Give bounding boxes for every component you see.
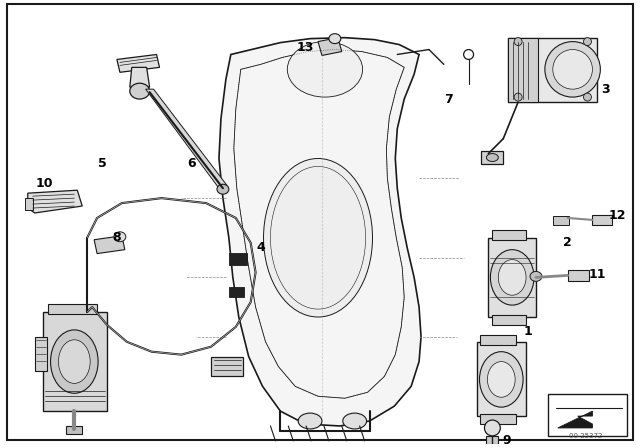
Ellipse shape — [264, 159, 372, 317]
Ellipse shape — [217, 184, 229, 194]
Text: 00 25372: 00 25372 — [569, 433, 602, 439]
Bar — [35, 337, 47, 371]
Bar — [47, 304, 97, 314]
Bar — [67, 426, 83, 434]
Bar — [211, 357, 243, 376]
Bar — [568, 271, 589, 281]
Ellipse shape — [479, 352, 523, 407]
Text: 2: 2 — [563, 236, 572, 249]
Ellipse shape — [287, 42, 363, 97]
Text: 5: 5 — [98, 157, 106, 170]
Text: 8: 8 — [113, 231, 121, 244]
Text: 9: 9 — [502, 435, 511, 448]
Ellipse shape — [329, 34, 341, 43]
Bar — [481, 335, 516, 345]
Text: 1: 1 — [524, 325, 532, 338]
Bar — [492, 315, 526, 325]
Ellipse shape — [514, 38, 522, 46]
Ellipse shape — [545, 42, 600, 97]
Polygon shape — [146, 89, 227, 188]
Bar — [553, 216, 569, 225]
Ellipse shape — [58, 340, 90, 383]
Polygon shape — [94, 236, 125, 254]
Text: 3: 3 — [601, 83, 610, 96]
Bar — [488, 238, 536, 317]
Text: 7: 7 — [444, 93, 453, 106]
Ellipse shape — [343, 413, 367, 429]
Ellipse shape — [553, 50, 593, 89]
Bar — [508, 38, 597, 102]
Ellipse shape — [584, 38, 591, 46]
Bar — [548, 394, 627, 436]
Bar — [593, 215, 612, 225]
Ellipse shape — [51, 330, 98, 393]
Bar — [508, 38, 538, 102]
Bar — [229, 253, 246, 264]
Text: 10: 10 — [36, 177, 53, 190]
Ellipse shape — [130, 83, 150, 99]
Polygon shape — [318, 38, 342, 56]
Bar — [43, 312, 107, 411]
Bar — [477, 342, 526, 416]
Text: 13: 13 — [296, 41, 314, 54]
Ellipse shape — [499, 259, 526, 295]
Ellipse shape — [488, 362, 515, 397]
Ellipse shape — [484, 420, 500, 436]
Bar — [486, 436, 499, 444]
Ellipse shape — [486, 154, 499, 161]
Text: 4: 4 — [256, 241, 265, 254]
Bar — [492, 230, 526, 240]
Ellipse shape — [298, 413, 322, 429]
Ellipse shape — [584, 93, 591, 101]
Bar — [25, 198, 33, 210]
Ellipse shape — [490, 250, 534, 305]
Ellipse shape — [530, 271, 542, 281]
Bar — [229, 287, 244, 297]
Text: 11: 11 — [589, 268, 606, 281]
Polygon shape — [28, 190, 83, 213]
Bar — [481, 151, 503, 164]
Ellipse shape — [514, 93, 522, 101]
Polygon shape — [130, 67, 150, 87]
Bar — [481, 414, 516, 424]
Polygon shape — [557, 411, 593, 428]
Text: 6: 6 — [187, 157, 196, 170]
Ellipse shape — [463, 50, 474, 60]
Polygon shape — [219, 38, 421, 426]
Text: 12: 12 — [609, 210, 626, 223]
Ellipse shape — [114, 232, 126, 242]
Polygon shape — [117, 55, 159, 72]
